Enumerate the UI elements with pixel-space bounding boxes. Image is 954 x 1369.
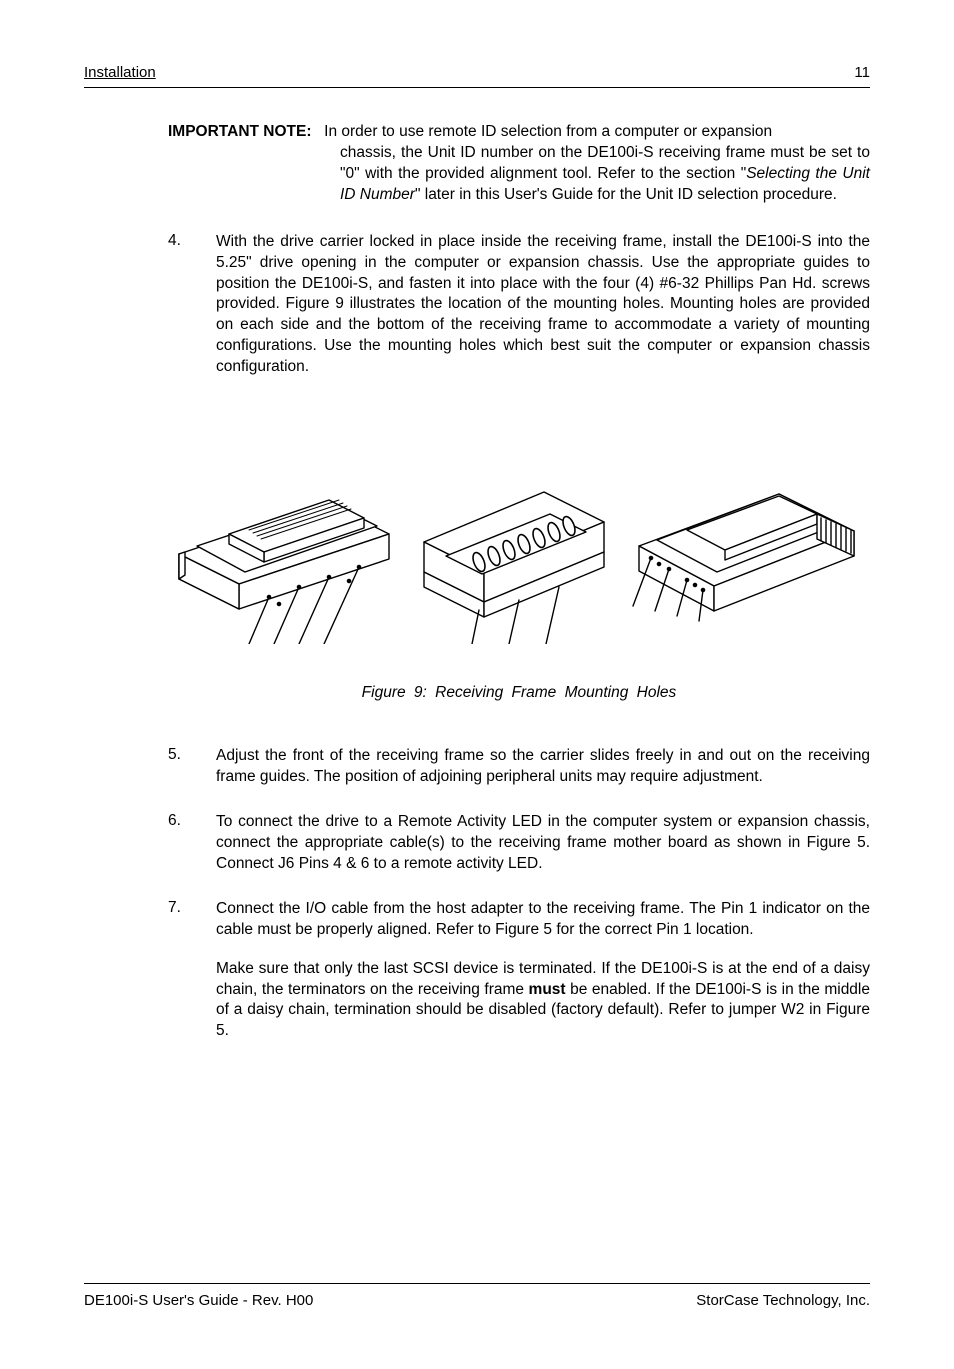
item7-b-bold: must [529,981,566,998]
note-first-line: IMPORTANT NOTE: In order to use remote I… [168,122,870,143]
body-content: IMPORTANT NOTE: In order to use remote I… [84,122,870,1042]
list-body: To connect the drive to a Remote Activit… [216,812,870,875]
note-continuation: chassis, the Unit ID number on the DE100… [168,143,870,206]
page: Installation 11 IMPORTANT NOTE: In order… [0,0,954,1369]
page-header: Installation 11 [84,64,870,88]
list-item-5: 5. Adjust the front of the receiving fra… [168,746,870,788]
list-number: 6. [168,812,192,875]
list-item-7: 7. Connect the I/O cable from the host a… [168,899,870,1043]
header-page-number: 11 [854,64,870,81]
item7-para-b: Make sure that only the last SCSI device… [216,959,870,1043]
list-item-4: 4. With the drive carrier locked in plac… [168,232,870,378]
list-body: With the drive carrier locked in place i… [216,232,870,378]
list-number: 7. [168,899,192,1043]
list-body: Connect the I/O cable from the host adap… [216,899,870,1043]
important-note: IMPORTANT NOTE: In order to use remote I… [168,122,870,206]
note-label: IMPORTANT NOTE: [168,123,312,140]
list-body: Adjust the front of the receiving frame … [216,746,870,788]
figure-9: Figure 9: Receiving Frame Mounting Holes [168,414,870,702]
figure-caption: Figure 9: Receiving Frame Mounting Holes [168,684,870,702]
list-number: 4. [168,232,192,378]
footer-left: DE100i-S User's Guide - Rev. H00 [84,1292,313,1309]
header-section: Installation [84,64,156,81]
item7-para-a: Connect the I/O cable from the host adap… [216,899,870,941]
note-after-italic: " later in this User's Guide for the Uni… [415,186,837,203]
figure-9-svg [169,414,869,644]
footer-right: StorCase Technology, Inc. [696,1292,870,1309]
page-footer: DE100i-S User's Guide - Rev. H00 StorCas… [84,1283,870,1309]
note-first-line-text: In order to use remote ID selection from… [324,123,772,140]
list-item-6: 6. To connect the drive to a Remote Acti… [168,812,870,875]
list-number: 5. [168,746,192,788]
